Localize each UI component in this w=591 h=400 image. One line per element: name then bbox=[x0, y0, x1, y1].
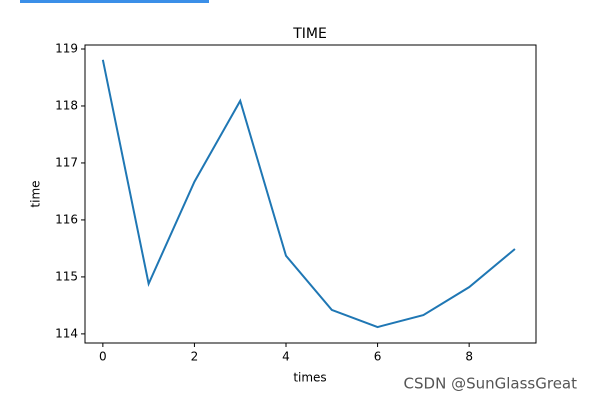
link-underline bbox=[20, 0, 209, 3]
y-tick-label: 115 bbox=[55, 269, 78, 283]
y-tick-label: 116 bbox=[55, 212, 78, 226]
x-tick-label: 8 bbox=[465, 350, 473, 364]
y-tick-label: 114 bbox=[55, 326, 78, 340]
x-axis-label: times bbox=[293, 371, 326, 385]
x-tick-label: 0 bbox=[99, 350, 107, 364]
y-tick-label: 117 bbox=[55, 155, 78, 169]
data-line bbox=[101, 59, 516, 329]
plot-frame bbox=[84, 44, 537, 344]
y-tick-label: 119 bbox=[55, 41, 78, 55]
chart-title: TIME bbox=[292, 26, 327, 42]
watermark: CSDN @SunGlassGreat bbox=[404, 375, 578, 393]
y-tick-label: 118 bbox=[55, 98, 78, 112]
x-tick-label: 2 bbox=[191, 350, 199, 364]
x-tick-label: 6 bbox=[374, 350, 382, 364]
x-tick-label: 4 bbox=[282, 350, 290, 364]
y-axis-label: time bbox=[29, 180, 43, 207]
